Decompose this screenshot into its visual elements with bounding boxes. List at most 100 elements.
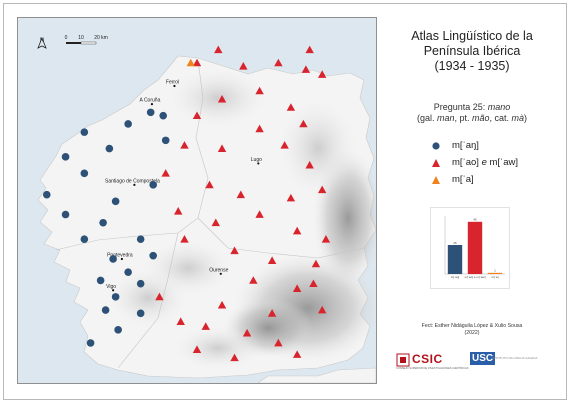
survey-point-circle[interactable] — [101, 306, 110, 314]
survey-point-circle[interactable] — [136, 279, 145, 288]
survey-point-circle[interactable] — [136, 309, 145, 318]
survey-point-circle[interactable] — [149, 181, 157, 189]
survey-point-circle[interactable] — [149, 251, 157, 260]
survey-point-red-triangle[interactable] — [242, 328, 252, 337]
survey-point-circle[interactable] — [161, 136, 170, 145]
title-line-3: (1934 - 1935) — [434, 59, 510, 73]
survey-point-red-triangle[interactable] — [255, 124, 264, 133]
bar-category-label: m[ˈa] — [492, 275, 499, 279]
survey-point-red-triangle[interactable] — [267, 256, 277, 264]
survey-point-circle[interactable] — [146, 108, 155, 117]
survey-point-circle[interactable] — [111, 197, 120, 206]
survey-point-red-triangle[interactable] — [317, 70, 327, 78]
survey-point-red-triangle[interactable] — [305, 160, 314, 169]
survey-point-red-triangle[interactable] — [311, 259, 321, 268]
survey-point-circle[interactable] — [159, 111, 167, 120]
survey-point-orange-triangle[interactable] — [186, 58, 195, 67]
survey-point-red-triangle[interactable] — [239, 62, 248, 70]
province-borders — [55, 59, 365, 369]
survey-point-red-triangle[interactable] — [211, 218, 220, 227]
survey-point-circle[interactable] — [105, 144, 114, 153]
survey-point-red-triangle[interactable] — [292, 226, 302, 235]
survey-point-circle[interactable] — [109, 255, 117, 263]
survey-point-red-triangle[interactable] — [192, 345, 202, 353]
survey-point-circle[interactable] — [136, 235, 145, 244]
survey-point-red-triangle[interactable] — [176, 317, 185, 325]
survey-point-red-triangle[interactable] — [286, 103, 296, 111]
gloss-part: (gal. — [416, 113, 437, 123]
survey-point-red-triangle[interactable] — [201, 322, 210, 330]
city-dot — [112, 289, 115, 292]
survey-point-red-triangle[interactable] — [299, 119, 308, 128]
survey-point-red-triangle[interactable] — [255, 210, 264, 218]
survey-point-red-triangle[interactable] — [274, 338, 283, 347]
survey-point-red-triangle[interactable] — [230, 353, 239, 362]
city-dot — [120, 257, 123, 261]
survey-point-red-triangle[interactable] — [267, 309, 277, 317]
survey-point-red-triangle[interactable] — [214, 45, 223, 54]
survey-point-red-triangle[interactable] — [180, 235, 189, 243]
question-word: mano — [487, 102, 511, 112]
survey-point-red-triangle[interactable] — [192, 58, 202, 67]
question-block: Pregunta 25: mano (gal. man, pt. mão, ca… — [380, 102, 564, 124]
survey-point-red-triangle[interactable] — [286, 193, 296, 202]
survey-point-red-triangle[interactable] — [217, 300, 227, 309]
title-line-1: Atlas Lingüístico de la — [411, 29, 533, 43]
map-view[interactable]: Ferrol A Coruña Lugo Santiago de Compostela… — [17, 17, 377, 384]
survey-point-circle[interactable] — [42, 190, 51, 199]
north-arrow: N — [37, 36, 47, 49]
survey-point-red-triangle[interactable] — [305, 45, 314, 54]
survey-point-red-triangle[interactable] — [205, 180, 214, 189]
survey-point-circle[interactable] — [124, 268, 132, 276]
survey-point-circle[interactable] — [80, 128, 89, 136]
north-label: N — [40, 38, 44, 44]
survey-point-red-triangle[interactable] — [255, 86, 264, 95]
red-triangle-icon — [432, 158, 440, 167]
gloss-part: , cat. — [489, 113, 512, 123]
survey-point-red-triangle[interactable] — [301, 65, 311, 73]
survey-point-red-triangle[interactable] — [317, 305, 327, 314]
survey-point-circle[interactable] — [61, 153, 70, 161]
survey-point-red-triangle[interactable] — [155, 292, 164, 301]
survey-point-circle[interactable] — [86, 339, 95, 347]
survey-point-circle[interactable] — [111, 293, 120, 301]
page-frame — [3, 3, 567, 400]
survey-point-red-triangle[interactable] — [249, 276, 258, 284]
city-dot — [219, 272, 222, 275]
survey-point-circle[interactable] — [61, 210, 70, 219]
survey-point-red-triangle[interactable] — [274, 58, 283, 67]
bar-value-label: 45 — [473, 218, 477, 222]
info-panel: Atlas Lingüístico de la Península Ibéric… — [380, 17, 564, 384]
survey-point-red-triangle[interactable] — [236, 190, 246, 199]
usc-wordmark: USC — [470, 352, 496, 365]
survey-point-red-triangle[interactable] — [180, 141, 189, 149]
survey-point-red-triangle[interactable] — [174, 207, 183, 215]
bar-category-label: m[ˈao] e m[ˈaw] — [465, 275, 486, 279]
survey-point-circle[interactable] — [114, 326, 122, 334]
scale-label-0: 0 — [65, 35, 68, 41]
bar — [467, 221, 483, 274]
survey-point-red-triangle[interactable] — [217, 94, 227, 103]
credit-line-2: (2022) — [464, 330, 480, 336]
survey-point-red-triangle[interactable] — [292, 284, 302, 292]
survey-point-circle[interactable] — [99, 218, 107, 227]
survey-point-red-triangle[interactable] — [230, 246, 239, 255]
survey-point-red-triangle[interactable] — [321, 235, 331, 243]
legend-label-1: m[ˈaŋ] — [452, 140, 479, 151]
map-title: Atlas Lingüístico de la Península Ibéric… — [380, 29, 564, 74]
usc-logo: USC INSTITUTO DA LINGUA GALEGA — [470, 352, 550, 374]
survey-point-circle[interactable] — [80, 169, 89, 178]
survey-point-circle[interactable] — [80, 235, 89, 244]
bar-chart-canvas: 25 m[ˈaŋ] 45 m[ˈao] e m[ˈaw] 1 m[ˈa] — [444, 216, 505, 279]
csic-wordmark: CSIC — [412, 352, 443, 366]
survey-point-circle[interactable] — [124, 120, 132, 128]
survey-point-circle[interactable] — [96, 276, 105, 285]
city-label: Ourense — [209, 267, 228, 273]
survey-point-red-triangle[interactable] — [217, 144, 227, 152]
survey-point-red-triangle[interactable] — [317, 185, 327, 194]
survey-point-red-triangle[interactable] — [161, 169, 170, 177]
survey-point-red-triangle[interactable] — [309, 279, 318, 288]
survey-point-red-triangle[interactable] — [292, 350, 302, 358]
survey-point-red-triangle[interactable] — [192, 111, 202, 120]
survey-point-red-triangle[interactable] — [280, 141, 289, 149]
